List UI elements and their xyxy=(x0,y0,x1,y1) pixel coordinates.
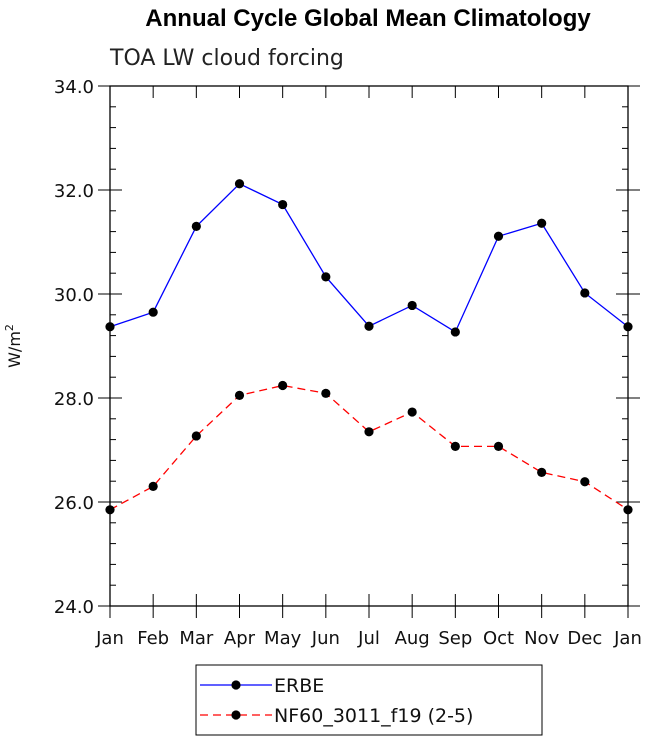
legend-marker xyxy=(231,680,241,690)
series-1 xyxy=(105,179,633,337)
data-point xyxy=(191,431,201,441)
data-point xyxy=(321,388,331,398)
axis-ticks xyxy=(98,85,640,618)
data-point xyxy=(278,380,288,391)
y-axis-label-superscript: 2 xyxy=(3,324,16,331)
data-point xyxy=(450,327,460,337)
x-tick-label: Jul xyxy=(357,628,380,649)
legend-box xyxy=(195,664,543,736)
data-point xyxy=(105,322,115,332)
data-point xyxy=(278,199,288,210)
data-point xyxy=(537,467,547,477)
data-point xyxy=(407,407,417,417)
data-point xyxy=(407,300,417,311)
y-tick-label: 34.0 xyxy=(54,77,94,98)
series-2 xyxy=(105,380,633,515)
legend-label: NF60_3011_f19 (2-5) xyxy=(274,705,473,727)
x-tick-label: Dec xyxy=(567,628,602,649)
y-tick-label: 24.0 xyxy=(54,597,94,618)
data-point xyxy=(493,231,504,241)
chart-title: Annual Cycle Global Mean Climatology xyxy=(145,5,591,32)
y-axis-label-text: W/m xyxy=(5,331,24,368)
series-line xyxy=(109,182,629,333)
legend: ERBE NF60_3011_f19 (2-5) xyxy=(195,664,543,736)
data-point xyxy=(321,272,331,282)
x-tick-label: Oct xyxy=(483,628,514,649)
x-tick-label: Sep xyxy=(438,628,472,649)
x-tick-label: Jun xyxy=(311,628,340,649)
x-tick-label: Jan xyxy=(95,628,124,649)
data-point xyxy=(580,288,590,298)
data-point xyxy=(623,322,633,332)
data-point xyxy=(537,218,547,228)
legend-label: ERBE xyxy=(274,675,324,697)
data-point xyxy=(234,390,245,400)
data-point xyxy=(234,179,245,189)
x-tick-label: Feb xyxy=(137,628,169,649)
data-point xyxy=(364,321,374,331)
x-tick-label: Nov xyxy=(524,628,559,649)
legend-marker xyxy=(231,710,241,720)
data-point xyxy=(450,441,460,451)
y-axis-label: W/m2 xyxy=(3,324,24,368)
plot-frame xyxy=(109,85,629,607)
data-point xyxy=(148,481,158,491)
data-point xyxy=(105,505,115,515)
data-point xyxy=(623,505,633,515)
data-point xyxy=(364,427,374,437)
tick-labels: 24.0 26.0 28.0 30.0 32.0 34.0 Jan Feb Mar Apr May J… xyxy=(54,77,642,649)
data-point xyxy=(191,221,201,231)
y-tick-label: 30.0 xyxy=(54,285,94,306)
legend-items: ERBE NF60_3011_f19 (2-5) xyxy=(200,675,473,727)
legend-item: ERBE xyxy=(200,675,324,697)
x-tick-label: May xyxy=(264,628,302,649)
y-tick-label: 32.0 xyxy=(54,181,94,202)
x-tick-label: Jan xyxy=(613,628,642,649)
x-tick-label: Mar xyxy=(179,628,214,649)
x-tick-label: Apr xyxy=(224,628,256,649)
y-tick-label: 28.0 xyxy=(54,389,94,410)
legend-item: NF60_3011_f19 (2-5) xyxy=(200,705,473,727)
series-layer xyxy=(105,179,633,515)
data-point xyxy=(493,441,504,451)
y-tick-label: 26.0 xyxy=(54,493,94,514)
series-line xyxy=(109,384,629,511)
data-point xyxy=(148,307,158,317)
x-tick-label: Aug xyxy=(395,628,430,649)
chart-subtitle: TOA LW cloud forcing xyxy=(109,46,344,71)
data-point xyxy=(580,477,590,487)
